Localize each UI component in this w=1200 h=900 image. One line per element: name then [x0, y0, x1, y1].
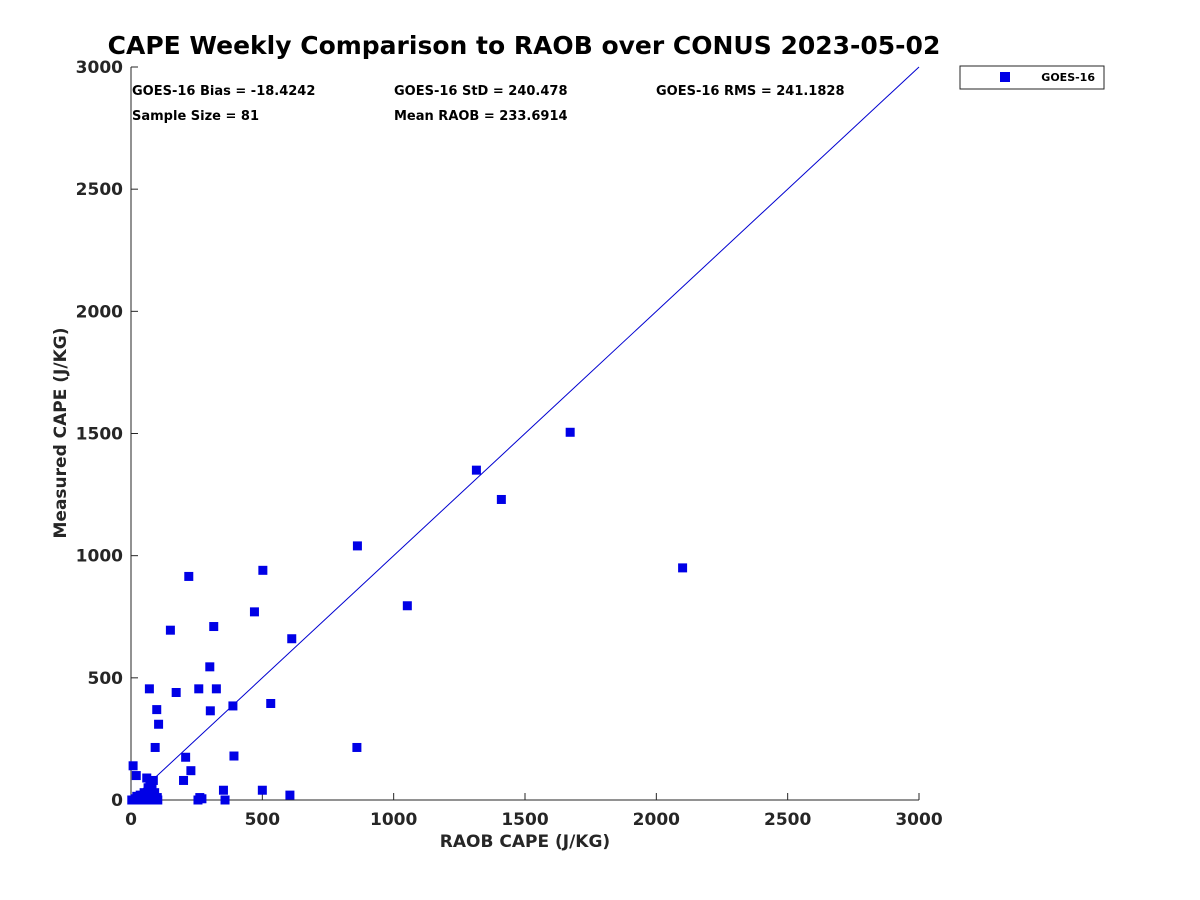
data-points [127, 427, 688, 805]
data-point [154, 719, 164, 729]
data-point [181, 752, 191, 762]
data-point [194, 684, 204, 694]
data-point [171, 687, 181, 697]
y-tick-label: 500 [88, 669, 124, 689]
legend-marker-goes16 [1000, 72, 1010, 82]
data-point [228, 701, 238, 711]
y-tick-label: 2500 [76, 180, 123, 200]
data-point [152, 705, 162, 715]
x-tick-label: 500 [245, 810, 281, 830]
x-tick-label: 0 [125, 810, 137, 830]
data-point [285, 790, 295, 800]
data-point [352, 541, 362, 551]
data-point [229, 751, 239, 761]
one-to-one-line [130, 66, 920, 801]
data-point [205, 706, 215, 716]
data-point [128, 761, 138, 771]
legend-label-goes16: GOES-16 [1041, 71, 1095, 84]
stat-bias: GOES-16 Bias = -18.4242 [132, 84, 315, 99]
legend-box [959, 65, 1105, 90]
data-point [147, 780, 157, 790]
x-tick-label: 2000 [633, 810, 680, 830]
data-point [150, 788, 160, 798]
stat-rms: GOES-16 RMS = 241.1828 [656, 84, 845, 99]
data-point [257, 785, 267, 795]
data-point [184, 571, 194, 581]
stat-std: GOES-16 StD = 240.478 [394, 84, 568, 99]
legend: GOES-16 [959, 65, 1105, 90]
data-point [197, 794, 207, 804]
x-ticks: 0 500 1000 1500 2000 2500 3000 [125, 793, 943, 830]
data-point [165, 625, 175, 635]
data-point [148, 775, 158, 785]
x-tick-label: 1500 [501, 810, 548, 830]
stat-sample-size: Sample Size = 81 [132, 109, 259, 124]
stat-mean-raob: Mean RAOB = 233.6914 [394, 109, 568, 124]
data-point [150, 742, 160, 752]
data-point [220, 795, 230, 805]
data-point [144, 684, 154, 694]
x-tick-label: 2500 [764, 810, 811, 830]
data-point [471, 465, 481, 475]
data-point [678, 563, 688, 573]
y-tick-label: 0 [111, 791, 123, 811]
data-point [565, 427, 575, 437]
data-point [131, 771, 141, 781]
data-point [186, 766, 196, 776]
y-tick-label: 2000 [76, 302, 123, 322]
data-point [209, 622, 219, 632]
x-tick-label: 3000 [895, 810, 942, 830]
data-point [258, 565, 268, 575]
data-point [211, 684, 221, 694]
data-point [179, 775, 189, 785]
x-axis-label: RAOB CAPE (J/KG) [440, 832, 610, 852]
chart-title: CAPE Weekly Comparison to RAOB over CONU… [108, 31, 941, 60]
data-point [218, 785, 228, 795]
y-tick-label: 1000 [76, 547, 123, 567]
data-point [352, 742, 362, 752]
data-point [402, 601, 412, 611]
data-point [153, 795, 163, 805]
y-tick-label: 3000 [76, 58, 123, 78]
y-ticks: 0 500 1000 1500 2000 2500 3000 [76, 58, 138, 811]
data-point [142, 773, 152, 783]
data-point [496, 494, 506, 504]
data-point [287, 634, 297, 644]
y-tick-label: 1500 [76, 425, 123, 445]
y-axis-label: Measured CAPE (J/KG) [51, 328, 71, 539]
data-point [266, 698, 276, 708]
x-tick-label: 1000 [370, 810, 417, 830]
data-point [205, 662, 215, 672]
data-point [139, 788, 149, 798]
data-point [249, 607, 259, 617]
